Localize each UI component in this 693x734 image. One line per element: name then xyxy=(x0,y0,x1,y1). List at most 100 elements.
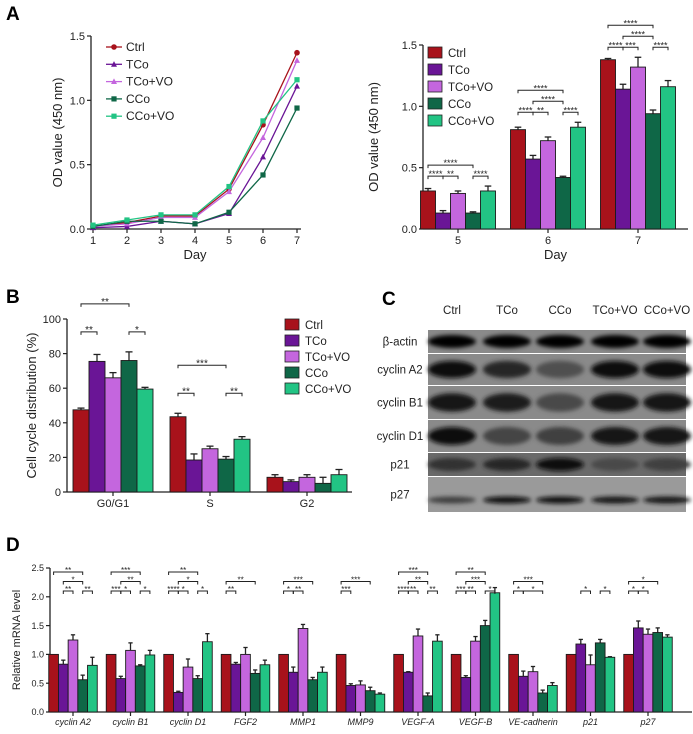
significance-bracket xyxy=(225,392,243,397)
marker-circle xyxy=(294,49,300,56)
bar-cco xyxy=(479,625,491,713)
significance-label: *** xyxy=(341,585,350,594)
x-tick-label: cyclin A2 xyxy=(55,717,91,727)
bar-tco xyxy=(282,481,300,493)
panel-d-bar-chart: 0.0 0.5 1.0 1.5 2.0 2.5 Relative mRNA level cyc… xyxy=(11,563,692,727)
series-line xyxy=(92,52,298,228)
y-tick-label: 0.0 xyxy=(402,224,417,236)
significance-bracket xyxy=(53,571,84,576)
significance-label: * xyxy=(201,585,204,594)
blot-band xyxy=(643,393,691,412)
y-tick-label: 60 xyxy=(49,383,61,395)
panel-b-bar-chart: 0 20 40 60 80 100 Cell cycle distribution (%) G… xyxy=(24,297,352,510)
significance-label: **** xyxy=(623,18,638,28)
blot-band xyxy=(643,360,691,379)
x-tick-label: VEGF-B xyxy=(459,717,493,727)
significance-bracket xyxy=(110,571,141,576)
significance-bracket xyxy=(177,581,199,585)
lane-label: CCo+VO xyxy=(644,305,690,317)
bar-ctrl xyxy=(623,653,634,713)
legend-swatch xyxy=(284,334,300,347)
bar-cco-vo xyxy=(480,190,496,230)
significance-bracket xyxy=(340,581,371,585)
blot-band xyxy=(428,427,476,445)
bar-cco-vo xyxy=(660,86,676,230)
x-tick-label: 1 xyxy=(90,235,96,247)
significance-label: ** xyxy=(65,566,71,575)
y-tick-label: 0 xyxy=(55,487,61,499)
significance-label: *** xyxy=(523,576,532,585)
x-tick-label: VEGF-A xyxy=(401,717,435,727)
blot-band xyxy=(591,427,639,445)
marker-triangle xyxy=(294,82,300,89)
panel-letter-c: C xyxy=(382,289,396,310)
legend-swatch xyxy=(284,366,300,379)
blot-row--actin xyxy=(428,330,691,353)
bar-tco-vo xyxy=(585,664,596,713)
marker-square xyxy=(294,77,300,83)
significance-bracket xyxy=(484,590,496,595)
bar-cco xyxy=(307,679,319,713)
significance-bracket xyxy=(225,581,256,585)
series-cco xyxy=(90,105,300,230)
bar-ctrl xyxy=(105,653,117,713)
bar-tco xyxy=(633,627,644,713)
significance-label: * xyxy=(287,585,290,594)
panel-letter-a: A xyxy=(6,4,20,25)
significance-bracket xyxy=(177,392,195,397)
marker-square xyxy=(226,183,232,190)
significance-label: * xyxy=(182,585,185,594)
significance-label: **** xyxy=(428,169,443,179)
legend-swatch xyxy=(427,46,443,59)
legend-swatch xyxy=(284,382,300,395)
bar-tco-vo xyxy=(125,649,136,713)
bar-cco-vo xyxy=(489,592,501,713)
significance-label: **** xyxy=(631,29,646,39)
bar-tco-vo xyxy=(540,140,556,230)
significance-bracket xyxy=(637,590,649,595)
y-tick-label: 40 xyxy=(49,418,61,430)
y-tick-label: 1.0 xyxy=(31,650,44,660)
x-tick-label: 5 xyxy=(455,235,461,247)
significance-label: ** xyxy=(228,585,234,594)
bar-cco xyxy=(192,678,204,713)
bar-cco xyxy=(465,212,481,230)
bar-cco-vo xyxy=(87,664,98,713)
marker-square xyxy=(90,222,96,228)
y-tick-label: 1.0 xyxy=(402,101,417,113)
bar-ctrl xyxy=(220,653,232,713)
legend-swatch xyxy=(427,97,443,110)
x-tick-label: 6 xyxy=(260,235,266,247)
significance-bracket xyxy=(120,590,131,595)
legend-label: TCo xyxy=(305,336,327,348)
significance-label: **** xyxy=(518,105,533,115)
bar-tco-vo xyxy=(104,377,122,493)
bar-cco xyxy=(645,113,661,230)
significance-label: * xyxy=(488,585,491,594)
bar-tco xyxy=(525,158,541,230)
blot-band xyxy=(536,393,584,412)
significance-label: ** xyxy=(65,585,71,594)
significance-bracket xyxy=(340,590,352,595)
marker-triangle xyxy=(260,134,266,141)
bar-tco-vo xyxy=(240,653,251,713)
significance-bracket xyxy=(465,581,486,585)
series-line xyxy=(92,85,298,229)
blot-band xyxy=(591,393,639,412)
bar-cco xyxy=(77,679,88,713)
significance-label: ** xyxy=(468,566,474,575)
bar-tco xyxy=(88,360,106,493)
legend-label: Ctrl xyxy=(126,40,145,54)
marker-triangle xyxy=(226,188,232,195)
significance-bracket xyxy=(532,100,564,105)
significance-bracket xyxy=(82,590,93,595)
significance-bracket xyxy=(283,581,314,585)
x-axis-title: Day xyxy=(183,247,207,262)
bar-ctrl xyxy=(508,653,519,713)
x-axis-title: Day xyxy=(544,247,568,262)
significance-label: ** xyxy=(295,585,301,594)
significance-bracket xyxy=(62,590,74,595)
blot-band xyxy=(483,335,531,348)
x-tick-label: G0/G1 xyxy=(97,498,129,510)
significance-label: ** xyxy=(127,576,133,585)
